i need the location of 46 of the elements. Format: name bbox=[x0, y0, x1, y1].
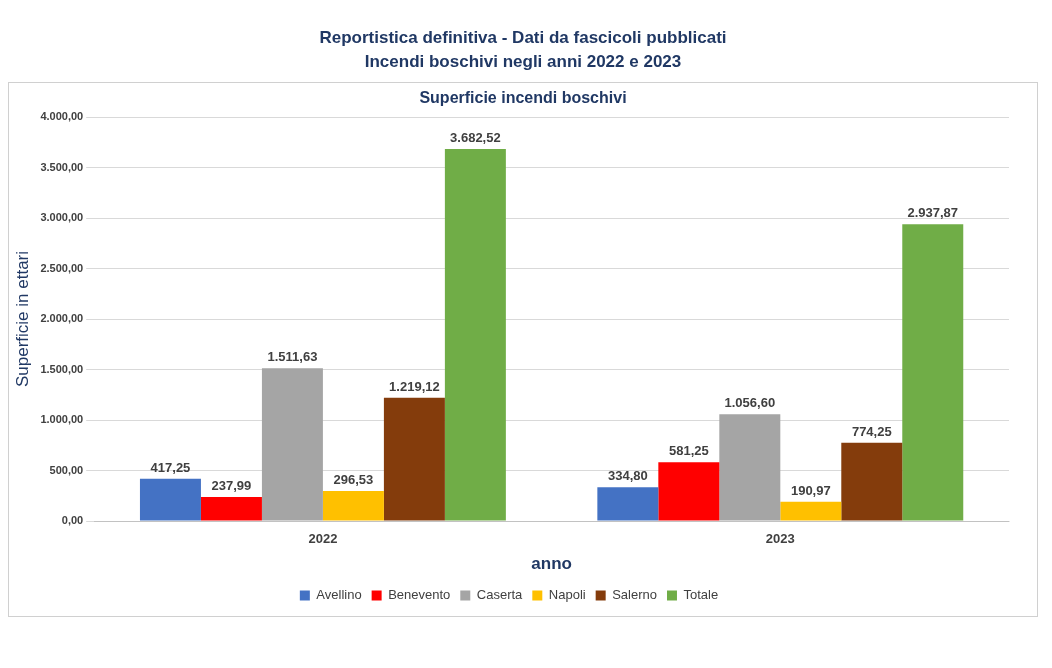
y-tick-label: 1.000,00 bbox=[40, 413, 84, 426]
bar bbox=[200, 496, 262, 521]
y-tick-label: 2.500,00 bbox=[40, 261, 84, 274]
bar bbox=[902, 224, 964, 521]
data-label: 1.219,12 bbox=[389, 378, 440, 394]
y-tick-label: 2.000,00 bbox=[40, 312, 84, 325]
bar bbox=[658, 462, 720, 521]
y-tick-label: 4.000,00 bbox=[40, 110, 84, 123]
bar bbox=[322, 491, 384, 521]
data-label: 2.937,87 bbox=[907, 205, 959, 221]
chart-title: Reportistica definitiva - Dati da fascicoli pubblicati bbox=[318, 27, 728, 49]
bar bbox=[597, 487, 659, 521]
y-axis-title: Superficie in ettari bbox=[12, 250, 32, 388]
legend-label: Caserta bbox=[476, 587, 524, 603]
chart-subtitle: Incendi boschivi negli anni 2022 e 2023 bbox=[363, 51, 683, 73]
y-tick-label: 3.000,00 bbox=[40, 211, 84, 224]
legend-label: Napoli bbox=[548, 587, 586, 603]
x-tick-label: 2023 bbox=[765, 531, 795, 547]
bar bbox=[383, 397, 445, 521]
bar bbox=[841, 442, 903, 521]
data-label: 1.056,60 bbox=[724, 395, 776, 411]
legend-label: Avellino bbox=[316, 587, 362, 603]
y-tick-label: 3.500,00 bbox=[40, 160, 84, 173]
data-label: 581,25 bbox=[668, 443, 709, 459]
bar bbox=[139, 478, 201, 521]
legend-label: Totale bbox=[683, 587, 719, 603]
data-label: 1.511,63 bbox=[267, 349, 318, 365]
bar bbox=[719, 414, 781, 521]
data-label: 774,25 bbox=[851, 423, 892, 439]
data-label: 3.682,52 bbox=[450, 130, 501, 146]
data-label: 296,53 bbox=[333, 472, 374, 488]
bar bbox=[444, 149, 506, 521]
x-axis-title: anno bbox=[531, 554, 572, 574]
data-label: 417,25 bbox=[150, 459, 191, 475]
legend-label: Salerno bbox=[612, 587, 657, 603]
y-tick-label: 1.500,00 bbox=[40, 362, 84, 375]
y-tick-label: 0,00 bbox=[61, 514, 84, 527]
text: Superficie incendi boschivi bbox=[418, 89, 628, 107]
data-label: 334,80 bbox=[607, 468, 648, 484]
bar bbox=[780, 501, 842, 521]
data-label: 237,99 bbox=[211, 478, 252, 494]
bar bbox=[261, 368, 323, 521]
legend-label: Benevento bbox=[388, 587, 451, 603]
y-tick-label: 500,00 bbox=[49, 463, 84, 476]
data-label: 190,97 bbox=[790, 482, 831, 498]
x-tick-label: 2022 bbox=[308, 531, 338, 547]
